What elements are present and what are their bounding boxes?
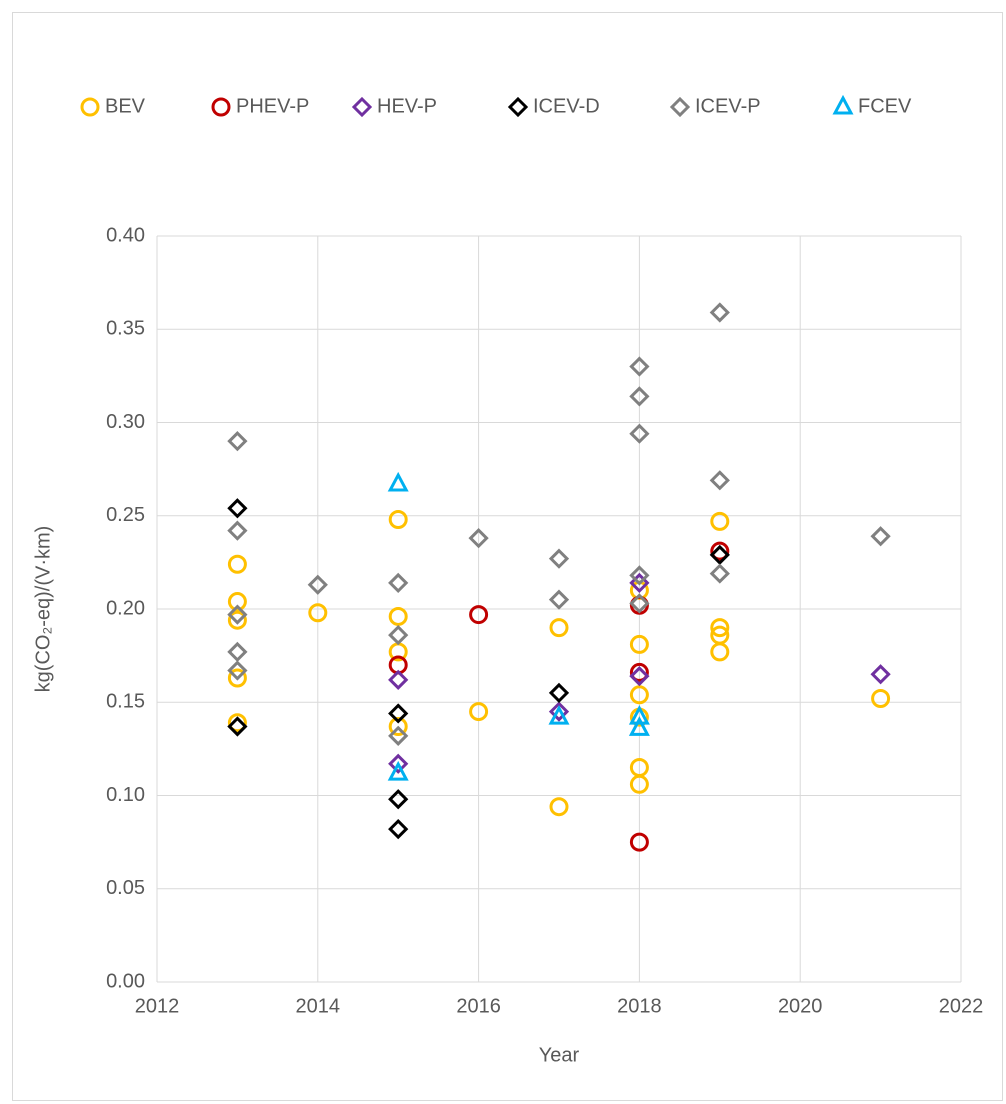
point	[710, 511, 730, 531]
point	[629, 572, 650, 594]
point	[548, 589, 570, 610]
point	[709, 563, 730, 584]
point	[387, 471, 409, 492]
y-tick-label: 0.00	[106, 970, 145, 992]
point	[548, 682, 570, 704]
point	[629, 593, 650, 614]
point	[710, 541, 730, 561]
point	[870, 526, 891, 547]
point	[227, 641, 248, 663]
point	[709, 302, 730, 323]
legend-label: HEV-P	[377, 95, 437, 117]
point	[388, 624, 409, 646]
point	[709, 470, 730, 491]
legend-marker	[351, 96, 373, 118]
point	[388, 606, 408, 626]
point	[227, 520, 248, 541]
point	[549, 618, 569, 638]
point	[469, 702, 489, 722]
point	[468, 528, 489, 549]
legend-marker	[211, 97, 231, 117]
legend-marker	[669, 96, 691, 118]
y-tick-label: 0.05	[106, 877, 145, 899]
point	[710, 618, 730, 638]
y-tick-label: 0.35	[106, 318, 145, 340]
point	[307, 574, 328, 595]
point	[227, 610, 247, 630]
legend-marker	[832, 94, 854, 115]
point	[629, 662, 649, 682]
point	[709, 544, 730, 566]
point	[870, 664, 891, 685]
point	[629, 666, 650, 687]
point	[227, 554, 247, 574]
chart-frame	[12, 12, 1003, 1101]
point	[548, 701, 570, 722]
point	[629, 774, 649, 794]
y-tick-label: 0.25	[106, 504, 145, 526]
point	[629, 386, 650, 407]
point	[388, 509, 408, 529]
point	[227, 660, 248, 681]
point	[388, 789, 409, 810]
x-tick-label: 2020	[778, 995, 823, 1017]
x-tick-label: 2018	[617, 995, 662, 1017]
x-tick-label: 2014	[296, 995, 341, 1017]
point	[548, 704, 570, 725]
legend-label: ICEV-P	[695, 95, 761, 117]
point	[308, 603, 328, 623]
point	[227, 592, 247, 612]
legend-label: PHEV-P	[236, 95, 309, 117]
point	[388, 818, 409, 840]
legend-label: BEV	[105, 95, 146, 117]
point	[387, 760, 409, 781]
point	[388, 703, 409, 724]
point	[629, 832, 649, 852]
point	[227, 668, 247, 688]
point	[549, 797, 569, 817]
point	[629, 685, 649, 705]
y-axis-title: kg(CO₂-eq)/(V·km)	[32, 526, 54, 693]
x-tick-label: 2012	[135, 995, 180, 1017]
point	[548, 548, 570, 569]
point	[227, 431, 248, 452]
point	[388, 572, 409, 594]
x-tick-label: 2022	[939, 995, 984, 1017]
point	[871, 689, 891, 709]
x-tick-label: 2016	[456, 995, 501, 1017]
point	[227, 716, 248, 737]
point	[227, 498, 248, 519]
y-tick-label: 0.15	[106, 691, 145, 713]
point	[629, 356, 650, 377]
point	[388, 669, 409, 690]
point	[629, 565, 650, 586]
legend-label: ICEV-D	[533, 95, 600, 117]
y-tick-label: 0.40	[106, 224, 145, 246]
point	[227, 713, 247, 733]
y-tick-label: 0.10	[106, 784, 145, 806]
point	[388, 753, 409, 774]
point	[469, 605, 489, 625]
legend-marker	[80, 97, 100, 117]
y-tick-label: 0.20	[106, 597, 145, 619]
point	[629, 634, 649, 654]
point	[227, 604, 248, 625]
point	[628, 704, 650, 725]
point	[628, 716, 650, 736]
y-tick-label: 0.30	[106, 411, 145, 433]
legend-label: FCEV	[858, 95, 912, 117]
point	[388, 725, 409, 746]
point	[629, 423, 650, 444]
point	[388, 716, 408, 736]
legend-marker	[507, 96, 529, 118]
x-axis-title: Year	[539, 1044, 580, 1066]
point	[710, 642, 730, 662]
